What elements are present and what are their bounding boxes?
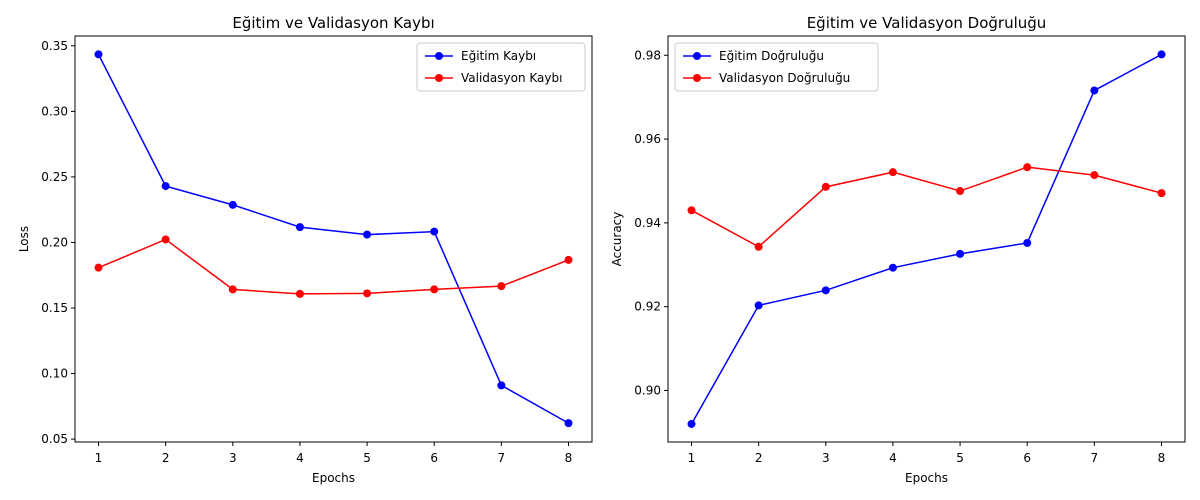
loss-data-point-validation xyxy=(228,285,237,294)
loss-data-point-training xyxy=(295,223,304,232)
accuracy-x-tick-label: 7 xyxy=(1091,451,1099,465)
loss-x-tick-label: 2 xyxy=(162,451,170,465)
loss-x-tick-label: 1 xyxy=(95,451,103,465)
accuracy-data-point-validation xyxy=(956,187,965,196)
accuracy-x-axis-label: Epochs xyxy=(905,471,948,485)
loss-data-point-validation xyxy=(363,289,372,298)
loss-data-point-training xyxy=(161,182,170,191)
accuracy-legend: Eğitim Doğruluğu Validasyon Doğruluğu xyxy=(674,42,879,92)
accuracy-x-tick-label: 3 xyxy=(822,451,830,465)
accuracy-data-point-training xyxy=(1157,50,1166,59)
loss-data-point-validation xyxy=(430,285,439,294)
loss-y-axis-label: Loss xyxy=(17,226,31,252)
loss-data-point-training xyxy=(94,50,103,59)
loss-data-point-training xyxy=(430,227,439,236)
accuracy-data-point-training xyxy=(754,301,763,310)
accuracy-data-point-training xyxy=(821,286,830,295)
accuracy-y-tick-label: 0.98 xyxy=(634,48,661,62)
accuracy-chart: Eğitim ve Validasyon Doğruluğu Epochs Ac… xyxy=(610,14,1186,485)
accuracy-legend-label-training: Eğitim Doğruluğu xyxy=(719,49,824,63)
loss-plot-frame xyxy=(74,35,593,443)
accuracy-x-tick-label: 1 xyxy=(688,451,696,465)
loss-data-point-training xyxy=(497,381,506,390)
loss-series-line-training xyxy=(97,54,569,424)
loss-data-point-training xyxy=(564,419,573,428)
accuracy-series xyxy=(687,50,1166,428)
accuracy-data-point-validation xyxy=(888,168,897,177)
loss-y-ticks: 0.05 0.10 0.15 0.20 0.25 0.30 0.35 xyxy=(41,39,75,446)
loss-data-point-training xyxy=(228,200,237,209)
accuracy-series-line-training xyxy=(690,53,1162,425)
loss-data-point-training xyxy=(363,230,372,239)
accuracy-y-axis-label: Accuracy xyxy=(610,212,624,267)
accuracy-data-point-validation xyxy=(1090,171,1099,180)
accuracy-data-point-training xyxy=(888,263,897,272)
loss-y-tick-label: 0.30 xyxy=(41,104,68,118)
loss-chart-title: Eğitim ve Validasyon Kaybı xyxy=(232,14,434,32)
accuracy-plot-frame xyxy=(667,35,1186,443)
accuracy-data-point-validation xyxy=(1157,189,1166,198)
accuracy-y-tick-label: 0.96 xyxy=(634,132,661,146)
accuracy-y-tick-label: 0.92 xyxy=(634,300,661,314)
accuracy-data-point-validation xyxy=(821,182,830,191)
accuracy-legend-box xyxy=(674,42,879,92)
accuracy-chart-title: Eğitim ve Validasyon Doğruluğu xyxy=(807,14,1047,32)
accuracy-x-tick-label: 5 xyxy=(956,451,964,465)
loss-data-point-validation xyxy=(497,282,506,291)
accuracy-y-tick-label: 0.90 xyxy=(634,383,661,397)
loss-y-tick-label: 0.05 xyxy=(41,432,68,446)
loss-series xyxy=(94,50,573,428)
accuracy-data-point-training xyxy=(1090,86,1099,95)
accuracy-data-point-training xyxy=(1023,238,1032,247)
accuracy-x-tick-label: 4 xyxy=(889,451,897,465)
accuracy-legend-marker-validation xyxy=(693,74,701,82)
loss-x-tick-label: 6 xyxy=(430,451,438,465)
accuracy-y-ticks: 0.90 0.92 0.94 0.96 0.98 xyxy=(634,48,668,397)
loss-x-tick-label: 5 xyxy=(363,451,371,465)
accuracy-x-tick-label: 2 xyxy=(755,451,763,465)
accuracy-data-point-training xyxy=(956,249,965,258)
loss-x-axis-label: Epochs xyxy=(312,471,355,485)
loss-legend-entry-validation: Validasyon Kaybı xyxy=(425,71,562,85)
loss-chart: Eğitim ve Validasyon Kaybı Epochs Loss 1… xyxy=(17,14,593,485)
loss-y-tick-label: 0.35 xyxy=(41,39,68,53)
loss-legend-marker-training xyxy=(435,52,443,60)
loss-legend-box xyxy=(416,42,586,92)
loss-x-tick-label: 3 xyxy=(229,451,237,465)
loss-x-tick-label: 8 xyxy=(565,451,573,465)
loss-x-tick-label: 4 xyxy=(296,451,304,465)
loss-x-tick-label: 7 xyxy=(498,451,506,465)
loss-y-tick-label: 0.25 xyxy=(41,170,68,184)
accuracy-legend-entry-validation: Validasyon Doğruluğu xyxy=(683,71,850,85)
accuracy-legend-entry-training: Eğitim Doğruluğu xyxy=(683,49,824,63)
loss-data-point-validation xyxy=(161,235,170,244)
loss-x-ticks: 1 2 3 4 5 6 7 8 xyxy=(95,442,573,465)
accuracy-legend-label-validation: Validasyon Doğruluğu xyxy=(719,71,850,85)
accuracy-y-tick-label: 0.94 xyxy=(634,216,661,230)
loss-y-tick-label: 0.10 xyxy=(41,367,68,381)
loss-legend-label-validation: Validasyon Kaybı xyxy=(461,71,562,85)
loss-legend-entry-training: Eğitim Kaybı xyxy=(425,49,536,63)
accuracy-data-point-validation xyxy=(687,206,696,215)
loss-y-tick-label: 0.20 xyxy=(41,235,68,249)
loss-data-point-validation xyxy=(94,263,103,272)
accuracy-data-point-validation xyxy=(1023,163,1032,172)
loss-y-tick-label: 0.15 xyxy=(41,301,68,315)
accuracy-legend-marker-training xyxy=(693,52,701,60)
accuracy-x-tick-label: 6 xyxy=(1023,451,1031,465)
accuracy-x-tick-label: 8 xyxy=(1158,451,1166,465)
accuracy-data-point-validation xyxy=(754,242,763,251)
accuracy-series-line-validation xyxy=(691,166,1162,248)
loss-data-point-validation xyxy=(564,255,573,264)
loss-data-point-validation xyxy=(295,289,304,298)
accuracy-data-point-training xyxy=(687,419,696,428)
loss-series-line-validation xyxy=(98,238,569,295)
loss-legend: Eğitim Kaybı Validasyon Kaybı xyxy=(416,42,586,92)
loss-legend-label-training: Eğitim Kaybı xyxy=(461,49,536,63)
loss-legend-marker-validation xyxy=(435,74,443,82)
accuracy-x-ticks: 1 2 3 4 5 6 7 8 xyxy=(688,442,1166,465)
